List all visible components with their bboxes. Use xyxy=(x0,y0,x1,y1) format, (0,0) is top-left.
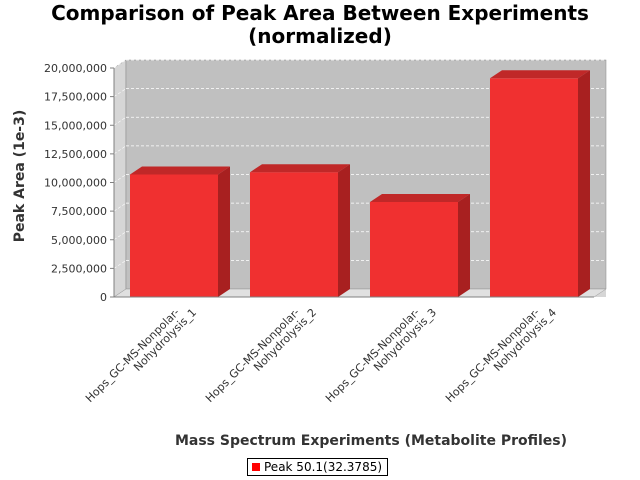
y-tick-label: 20,000,000 xyxy=(44,62,107,75)
x-tick-label-line: Hops_GC-MS-Nonpolar- xyxy=(323,306,422,405)
chart-title-line-1: Comparison of Peak Area Between Experime… xyxy=(51,1,589,25)
bar xyxy=(490,70,590,298)
y-tick-label: 0 xyxy=(100,291,107,304)
y-tick-label: 17,500,000 xyxy=(44,91,107,104)
bar xyxy=(250,164,350,297)
bar xyxy=(370,193,470,297)
bar-front xyxy=(370,201,458,297)
grid-line-side xyxy=(113,202,127,212)
legend: Peak 50.1(32.3785) xyxy=(247,458,389,476)
x-tick-label: Hops_GC-MS-Nonpolar-Nohydrolysis_4 xyxy=(443,297,559,413)
x-tick-label-line: Hops_GC-MS-Nonpolar- xyxy=(203,306,302,405)
chart-title: Comparison of Peak Area Between Experime… xyxy=(0,2,640,48)
x-tick-label-line: Hops_GC-MS-Nonpolar- xyxy=(443,306,542,405)
grid-line-side xyxy=(113,174,127,183)
y-tick-labels: 0 2,500,000 5,000,000 7,500,000 10,000,000 12… xyxy=(44,62,107,304)
bar xyxy=(130,166,230,297)
bar-side xyxy=(218,166,230,297)
bar-top xyxy=(490,70,590,79)
bar-group xyxy=(130,70,590,298)
bar-side xyxy=(338,164,350,297)
x-tick-label: Hops_GC-MS-Nonpolar-Nohydrolysis_1 xyxy=(83,297,199,413)
bar-front xyxy=(130,174,218,297)
y-tick-label: 10,000,000 xyxy=(44,177,107,190)
x-tick-label: Hops_GC-MS-Nonpolar-Nohydrolysis_3 xyxy=(323,297,439,413)
bar-front xyxy=(250,172,338,297)
bar-top xyxy=(250,164,350,173)
y-tick-label: 5,000,000 xyxy=(51,234,107,247)
y-tick-label: 15,000,000 xyxy=(44,119,107,132)
grid-line-side xyxy=(113,59,127,69)
grid-line-side xyxy=(113,117,127,126)
bar-side xyxy=(458,193,470,297)
y-tick-label: 12,500,000 xyxy=(44,148,107,161)
grid-line-side xyxy=(113,260,127,269)
x-tick-label-line: Hops_GC-MS-Nonpolar- xyxy=(83,306,182,405)
x-axis-label: Mass Spectrum Experiments (Metabolite Pr… xyxy=(175,433,567,449)
bar-front xyxy=(490,78,578,298)
bar-top xyxy=(130,166,230,175)
bar-top xyxy=(370,193,470,202)
legend-label: Peak 50.1(32.3785) xyxy=(264,460,383,474)
axes xyxy=(110,67,594,298)
legend-swatch xyxy=(252,463,260,471)
x-tick-labels: Hops_GC-MS-Nonpolar-Nohydrolysis_1 Hops_G… xyxy=(83,297,559,413)
grid-line-side xyxy=(113,145,127,155)
y-tick-label: 2,500,000 xyxy=(51,262,107,275)
y-axis-label: Peak Area (1e-3) xyxy=(12,110,28,243)
grid-line-side xyxy=(113,88,127,97)
grid-line-side xyxy=(113,231,127,240)
x-tick-label: Hops_GC-MS-Nonpolar-Nohydrolysis_2 xyxy=(203,297,319,413)
bar-side xyxy=(578,70,590,298)
y-tick-label: 7,500,000 xyxy=(51,205,107,218)
chart-title-line-2: (normalized) xyxy=(248,24,392,48)
